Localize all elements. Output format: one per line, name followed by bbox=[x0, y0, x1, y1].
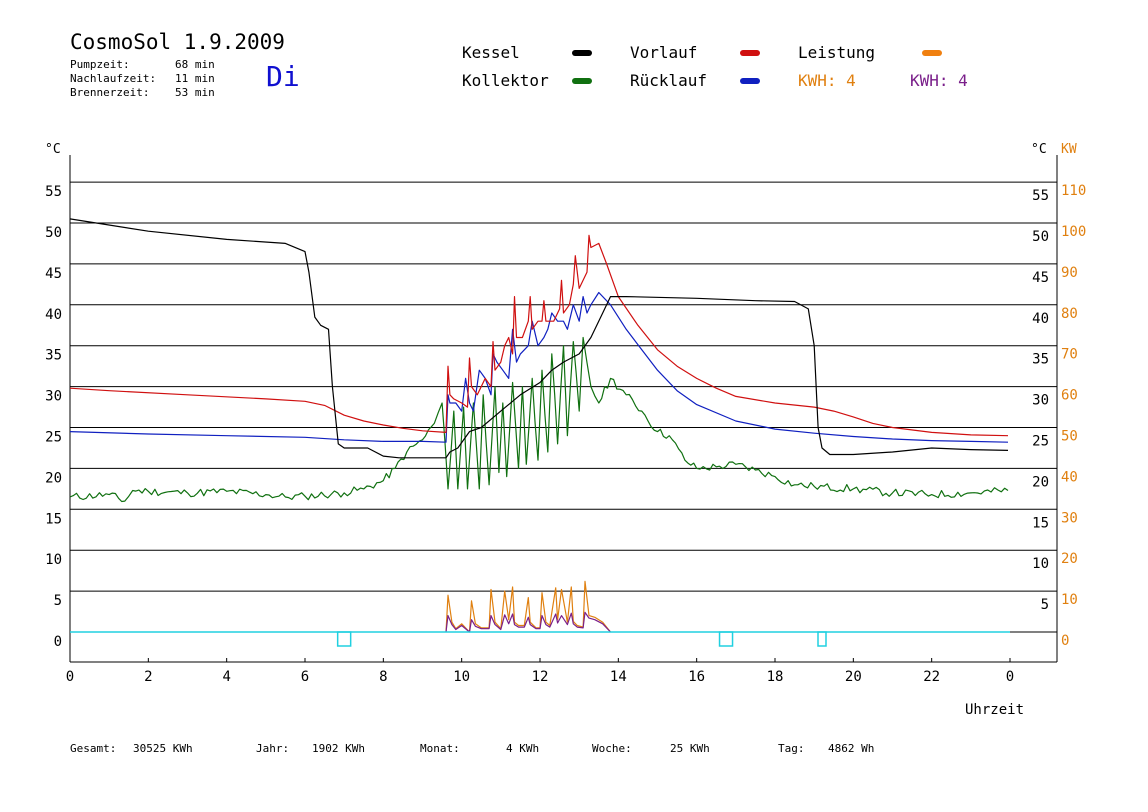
y-tick-left-15: 15 bbox=[45, 511, 62, 527]
y-tick-left-45: 45 bbox=[45, 266, 62, 282]
x-tick-label-12: 0 bbox=[1006, 669, 1014, 685]
kw-tick-20: 20 bbox=[1061, 551, 1078, 567]
kw-tick-60: 60 bbox=[1061, 388, 1078, 404]
y-tick-right-40: 40 bbox=[1032, 311, 1049, 327]
chart-ticks: °C °C KWUhrzeit051015202530354045505551015… bbox=[45, 142, 1086, 718]
y-tick-left-25: 25 bbox=[45, 430, 62, 446]
legend-ruecklauf-swatch bbox=[740, 78, 760, 84]
y-tick-right-55: 55 bbox=[1032, 188, 1049, 204]
footer-total-value: 30525 KWh bbox=[133, 742, 193, 755]
footer-year-value: 1902 KWh bbox=[312, 742, 365, 755]
footer-week-value: 25 KWh bbox=[670, 742, 710, 755]
weekday-label: Di bbox=[266, 60, 300, 93]
kw-tick-70: 70 bbox=[1061, 347, 1078, 363]
footer-month-label: Monat: bbox=[420, 742, 460, 755]
x-tick-label-6: 12 bbox=[532, 669, 549, 685]
legend-kessel-label: Kessel bbox=[462, 43, 520, 62]
pump-marker-1 bbox=[718, 631, 734, 647]
y-tick-left-35: 35 bbox=[45, 348, 62, 364]
pump-time-value: 68 min bbox=[175, 58, 215, 71]
y-tick-right-25: 25 bbox=[1032, 434, 1049, 450]
burner-time-value: 53 min bbox=[175, 86, 215, 99]
chart-axes bbox=[69, 155, 1058, 663]
legend-kessel-swatch bbox=[572, 50, 592, 56]
kw-tick-0: 0 bbox=[1061, 633, 1069, 649]
x-axis-title: Uhrzeit bbox=[965, 702, 1024, 718]
kw-tick-40: 40 bbox=[1061, 469, 1078, 485]
y-tick-left-0: 0 bbox=[54, 634, 62, 650]
y-tick-left-20: 20 bbox=[45, 470, 62, 486]
chart-title: CosmoSol 1.9.2009 bbox=[70, 30, 285, 54]
x-tick-label-1: 2 bbox=[144, 669, 152, 685]
x-tick-label-3: 6 bbox=[301, 669, 309, 685]
kw-tick-90: 90 bbox=[1061, 265, 1078, 281]
footer-week-label: Woche: bbox=[592, 742, 632, 755]
y-tick-left-55: 55 bbox=[45, 184, 62, 200]
y-tick-right-50: 50 bbox=[1032, 229, 1049, 245]
legend-kwh-orange: KWH: 4 bbox=[798, 71, 856, 90]
overrun-time-label: Nachlaufzeit: bbox=[70, 72, 157, 85]
x-tick-label-11: 22 bbox=[923, 669, 940, 685]
chart-grid bbox=[70, 181, 1057, 592]
legend-kollektor-swatch bbox=[572, 78, 592, 84]
series-leistung bbox=[445, 580, 611, 633]
kw-tick-10: 10 bbox=[1061, 592, 1078, 608]
x-tick-label-5: 10 bbox=[453, 669, 470, 685]
y-tick-right-30: 30 bbox=[1032, 393, 1049, 409]
pump-marker-0 bbox=[336, 631, 352, 647]
legend-leistung-label: Leistung bbox=[798, 43, 876, 62]
y-tick-left-50: 50 bbox=[45, 225, 62, 241]
y-tick-right-5: 5 bbox=[1041, 597, 1049, 613]
series-kwh bbox=[445, 611, 611, 633]
x-tick-label-9: 18 bbox=[767, 669, 784, 685]
x-tick-label-10: 20 bbox=[845, 669, 862, 685]
legend-ruecklauf-label: Rücklauf bbox=[630, 71, 708, 90]
burner-time-label: Brennerzeit: bbox=[70, 86, 150, 99]
footer-month-value: 4 KWh bbox=[506, 742, 540, 755]
kw-tick-50: 50 bbox=[1061, 429, 1078, 445]
series-kollektor bbox=[69, 336, 1009, 503]
legend-kwh-purple: KWH: 4 bbox=[910, 71, 968, 90]
pump-marker-2 bbox=[817, 631, 827, 647]
series-vorlauf bbox=[69, 234, 1009, 437]
footer-year-label: Jahr: bbox=[256, 742, 290, 755]
series-kessel bbox=[69, 218, 1009, 459]
kw-tick-30: 30 bbox=[1061, 510, 1078, 526]
y-tick-right-15: 15 bbox=[1032, 515, 1049, 531]
y-axis-power-unit: KW bbox=[1061, 142, 1077, 157]
kw-tick-100: 100 bbox=[1061, 224, 1086, 240]
footer-day-label: Tag: bbox=[778, 742, 805, 755]
y-tick-left-40: 40 bbox=[45, 307, 62, 323]
chart-series bbox=[69, 218, 1009, 633]
x-tick-label-2: 4 bbox=[222, 669, 230, 685]
pump-time-label: Pumpzeit: bbox=[70, 58, 130, 71]
footer-total-label: Gesamt: bbox=[70, 742, 117, 755]
y-tick-right-35: 35 bbox=[1032, 352, 1049, 368]
legend-leistung-swatch bbox=[922, 50, 942, 56]
y-axis-left-unit: °C bbox=[45, 142, 61, 157]
x-tick-label-8: 16 bbox=[688, 669, 705, 685]
x-tick-label-4: 8 bbox=[379, 669, 387, 685]
y-tick-right-10: 10 bbox=[1032, 556, 1049, 572]
y-tick-left-30: 30 bbox=[45, 389, 62, 405]
y-tick-right-20: 20 bbox=[1032, 474, 1049, 490]
legend-vorlauf-label: Vorlauf bbox=[630, 43, 698, 62]
legend-kollektor-label: Kollektor bbox=[462, 71, 549, 90]
y-tick-right-45: 45 bbox=[1032, 270, 1049, 286]
overrun-time-value: 11 min bbox=[175, 72, 215, 85]
y-tick-left-10: 10 bbox=[45, 552, 62, 568]
y-axis-right-unit: °C bbox=[1031, 142, 1047, 157]
y-tick-left-5: 5 bbox=[54, 593, 62, 609]
kw-tick-110: 110 bbox=[1061, 183, 1086, 199]
x-tick-label-7: 14 bbox=[610, 669, 627, 685]
legend-vorlauf-swatch bbox=[740, 50, 760, 56]
footer-day-value: 4862 Wh bbox=[828, 742, 875, 755]
kw-tick-80: 80 bbox=[1061, 306, 1078, 322]
series-rcklauf bbox=[69, 291, 1009, 443]
x-tick-label-0: 0 bbox=[66, 669, 74, 685]
pump-markers bbox=[70, 631, 1010, 647]
